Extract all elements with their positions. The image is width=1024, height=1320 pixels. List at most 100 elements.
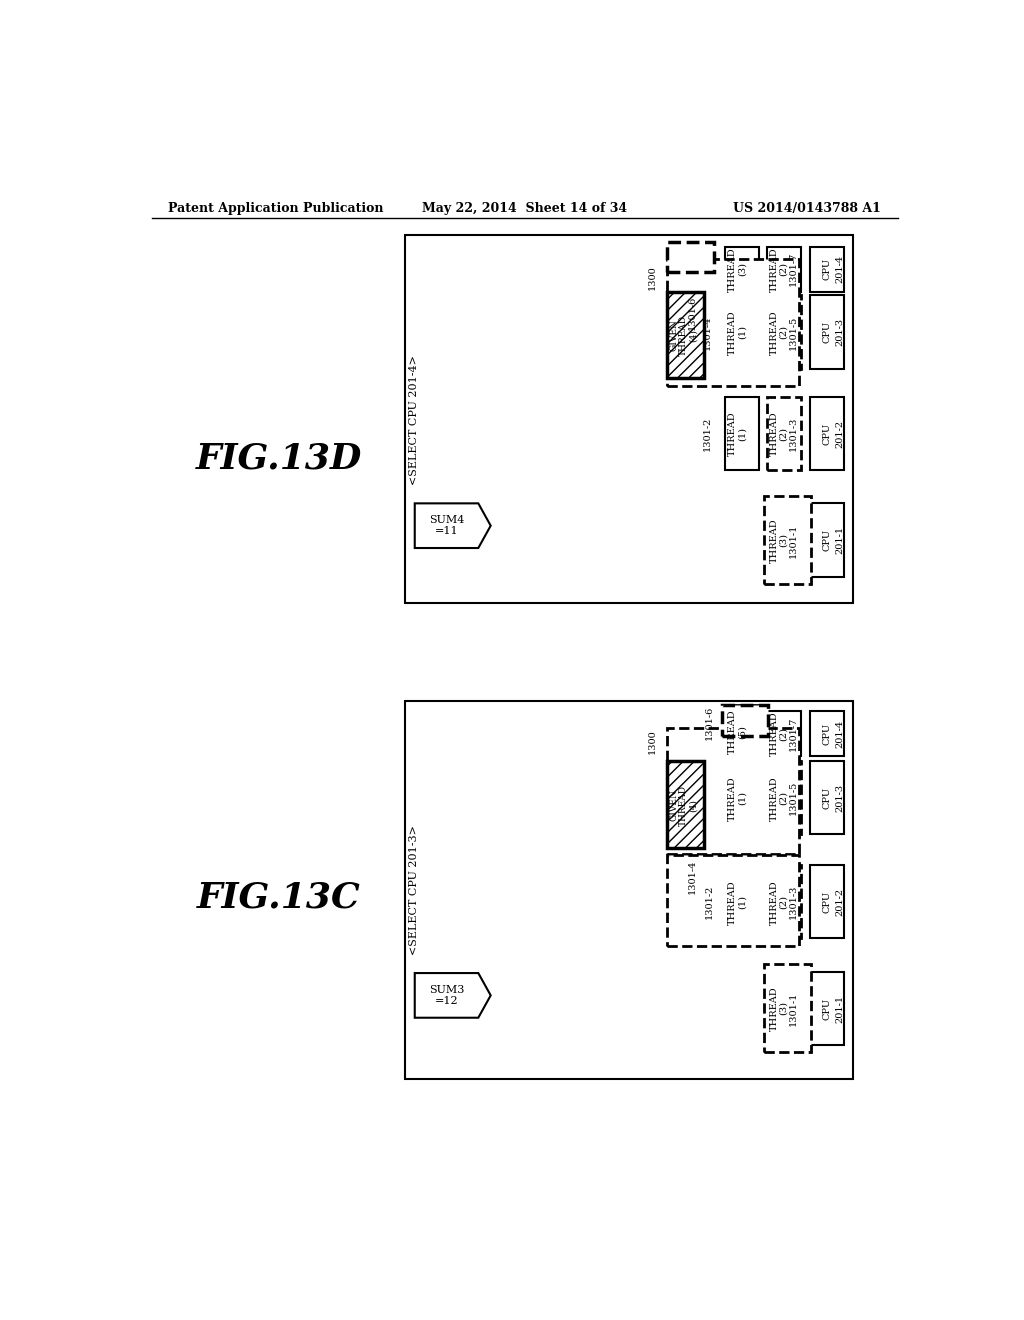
Bar [767, 397, 801, 470]
Text: THREAD: THREAD [770, 711, 779, 756]
Bar [667, 292, 703, 378]
Text: CPU: CPU [822, 422, 831, 445]
Text: (4): (4) [688, 799, 697, 812]
Bar [406, 701, 853, 1078]
Text: (3): (3) [737, 263, 746, 276]
Text: CPU: CPU [822, 998, 831, 1019]
Text: <SELECT CPU 201-4>: <SELECT CPU 201-4> [410, 355, 419, 486]
Text: SUM3
=12: SUM3 =12 [429, 985, 464, 1006]
Text: 1301-5: 1301-5 [788, 781, 798, 816]
Bar [767, 711, 801, 756]
Text: THREAD: THREAD [728, 412, 737, 457]
Bar [767, 972, 801, 1044]
Text: 201-1: 201-1 [835, 994, 844, 1023]
Text: (2): (2) [779, 791, 788, 805]
Text: 1301-1: 1301-1 [788, 523, 798, 557]
Text: FIG.13D: FIG.13D [196, 442, 362, 475]
Text: 201-2: 201-2 [835, 420, 844, 447]
Text: 1301-2: 1301-2 [703, 417, 713, 451]
Text: THREAD: THREAD [770, 247, 779, 292]
Polygon shape [415, 973, 490, 1018]
Bar [668, 855, 799, 946]
Bar [810, 397, 844, 470]
Text: 1301-2: 1301-2 [705, 884, 714, 920]
Bar [725, 866, 759, 939]
Text: THREAD: THREAD [770, 776, 779, 821]
Text: 201-4: 201-4 [835, 719, 844, 747]
Bar [668, 242, 714, 272]
Bar [810, 972, 844, 1044]
Text: CPU: CPU [822, 787, 831, 809]
Bar [767, 866, 801, 939]
Bar [725, 705, 759, 759]
Bar [406, 235, 853, 603]
Bar [667, 762, 703, 847]
Text: (1): (1) [737, 326, 746, 339]
Text: THREAD: THREAD [770, 517, 779, 562]
Text: SUM4
=11: SUM4 =11 [429, 515, 464, 536]
Text: 1301-5: 1301-5 [788, 315, 798, 350]
Text: (2): (2) [779, 428, 788, 441]
Text: 1301-3: 1301-3 [788, 884, 798, 920]
Bar [810, 866, 844, 939]
Bar [764, 496, 811, 585]
Bar [767, 762, 801, 834]
Text: 1301-7: 1301-7 [788, 717, 798, 751]
Bar [767, 247, 801, 292]
Bar [722, 705, 768, 737]
Text: (3): (3) [779, 1002, 788, 1015]
Text: 201-2: 201-2 [835, 888, 844, 916]
Text: THREAD: THREAD [728, 247, 737, 292]
Text: (1): (1) [737, 895, 746, 909]
Bar [810, 247, 844, 292]
Text: (2): (2) [779, 726, 788, 741]
Bar [764, 964, 811, 1052]
Text: 201-3: 201-3 [835, 784, 844, 812]
Text: May 22, 2014  Sheet 14 of 34: May 22, 2014 Sheet 14 of 34 [422, 202, 628, 215]
Text: 201-1: 201-1 [835, 527, 844, 554]
Text: 1300: 1300 [648, 730, 657, 755]
Text: 1301-4: 1301-4 [703, 315, 713, 350]
Text: THREAD: THREAD [770, 310, 779, 355]
Bar [725, 762, 759, 834]
Text: 201-4: 201-4 [835, 255, 844, 284]
Text: CPU: CPU [822, 259, 831, 280]
Text: (4): (4) [688, 329, 697, 342]
Text: THREAD: THREAD [679, 784, 688, 826]
Text: CPU: CPU [822, 891, 831, 913]
Text: THREAD: THREAD [728, 710, 737, 754]
Text: GIVEN: GIVEN [670, 319, 679, 351]
Bar [810, 711, 844, 756]
Bar [667, 762, 703, 847]
Text: (2): (2) [779, 263, 788, 276]
Text: CPU: CPU [822, 722, 831, 744]
Text: THREAD: THREAD [679, 315, 688, 356]
Text: CPU: CPU [822, 529, 831, 552]
Text: THREAD: THREAD [728, 310, 737, 355]
Text: THREAD: THREAD [770, 986, 779, 1031]
Text: 1301-6: 1301-6 [705, 706, 714, 741]
Bar [668, 259, 799, 385]
Text: 1301-6: 1301-6 [688, 296, 696, 330]
Text: CPU: CPU [822, 321, 831, 343]
Bar [725, 296, 759, 368]
Text: US 2014/0143788 A1: US 2014/0143788 A1 [733, 202, 882, 215]
Bar [667, 292, 703, 378]
Text: THREAD: THREAD [728, 776, 737, 821]
Text: FIG.13C: FIG.13C [198, 880, 361, 915]
Bar [725, 397, 759, 470]
Bar [767, 503, 801, 577]
Text: (3): (3) [779, 533, 788, 548]
Bar [767, 296, 801, 368]
Bar [810, 503, 844, 577]
Polygon shape [415, 503, 490, 548]
Bar [725, 247, 759, 292]
Text: 1301-3: 1301-3 [788, 417, 798, 451]
Text: (1): (1) [737, 791, 746, 805]
Text: 1301-1: 1301-1 [788, 991, 798, 1026]
Bar [668, 729, 799, 854]
Text: 1301-4: 1301-4 [688, 859, 696, 894]
Bar [810, 762, 844, 834]
Text: 1301-7: 1301-7 [788, 252, 798, 286]
Text: GIVEN: GIVEN [670, 789, 679, 821]
